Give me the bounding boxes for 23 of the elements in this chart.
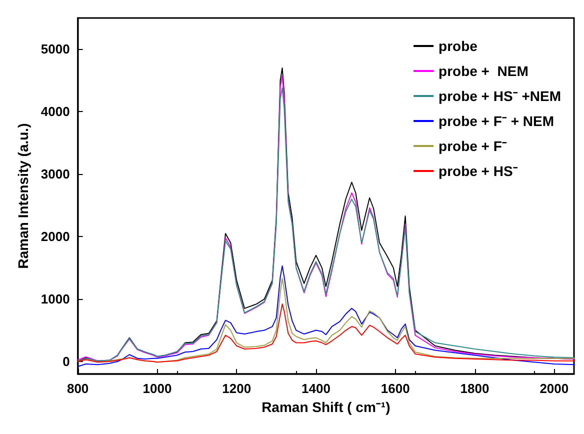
y-tick-label: 0 xyxy=(62,354,70,370)
x-tick-label: 1800 xyxy=(460,381,490,396)
y-axis-title: Raman Intensity (a.u.) xyxy=(15,123,31,269)
y-tick-label: 4000 xyxy=(40,104,70,120)
legend-label: probe + HS⁻ +NEM xyxy=(438,88,561,104)
x-tick-label: 1200 xyxy=(222,381,252,396)
x-tick-label: 1400 xyxy=(302,381,330,396)
x-axis-title: Raman Shift ( cm⁻¹) xyxy=(262,399,390,415)
legend-label: probe + HS⁻ xyxy=(438,163,518,179)
x-tick-label: 1000 xyxy=(142,381,172,396)
x-tick-label: 1600 xyxy=(380,381,410,396)
line-series xyxy=(77,304,574,363)
line-series xyxy=(77,265,574,368)
y-tick-label: 1000 xyxy=(40,292,70,307)
x-tick-label: 800 xyxy=(66,381,89,396)
legend-label: probe xyxy=(438,38,478,54)
legend-label: probe + NEM xyxy=(438,63,528,79)
legend-label: probe + F⁻ xyxy=(438,138,507,154)
legend-label: probe + F⁻ + NEM xyxy=(438,113,554,129)
y-tick-label: 5000 xyxy=(40,42,70,57)
x-tick-label: 2000 xyxy=(540,381,569,396)
y-tick-label: 2000 xyxy=(40,229,70,244)
y-tick-label: 3000 xyxy=(40,166,70,182)
